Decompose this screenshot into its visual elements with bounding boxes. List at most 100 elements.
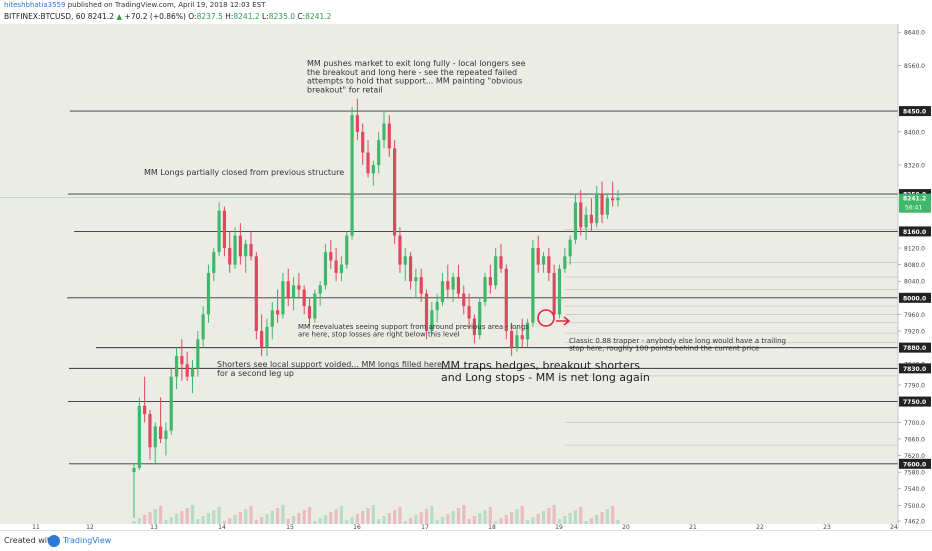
price-chart[interactable]: MM pushes market to exit long fully - lo…: [0, 24, 932, 531]
candle-body: [137, 405, 141, 468]
candle-body: [547, 256, 551, 273]
level-badge-label: 8450.0: [903, 109, 926, 116]
candle-body: [611, 198, 615, 201]
candle-body: [249, 243, 253, 257]
level-badge: [899, 292, 931, 303]
volume-bar: [307, 507, 312, 524]
annotation-mm-traps: MM traps hedges, breakout shorters and Lo…: [441, 359, 650, 384]
candle-body: [297, 285, 301, 290]
level-badge-label: 7830.0: [903, 366, 926, 373]
volume-bar: [393, 510, 397, 524]
current-price-badge: [899, 193, 931, 213]
volume-bar: [148, 512, 152, 524]
volume-bar: [164, 520, 168, 524]
volume-bar: [611, 506, 615, 524]
chart-area[interactable]: MM pushes market to exit long fully - lo…: [0, 24, 932, 531]
volume-bar: [557, 519, 562, 524]
volume-bar: [424, 509, 429, 524]
volume-bar: [265, 514, 269, 524]
candle-body: [318, 285, 322, 294]
chart-header: hiteshbhatia3559 published on TradingVie…: [0, 0, 932, 24]
volume-bar: [595, 515, 599, 524]
candle-body: [589, 214, 594, 224]
volume-bar: [174, 514, 179, 524]
y-tick-label: 7462.0: [904, 519, 925, 526]
volume-bars: [132, 505, 620, 524]
annotation-partial-close: MM Longs partially closed from previous …: [144, 168, 344, 177]
candle-body: [185, 364, 189, 377]
level-badge: [899, 458, 931, 469]
volume-bar: [339, 506, 344, 524]
volume-bar: [377, 519, 381, 524]
candle-body: [350, 115, 354, 236]
candle-body: [291, 285, 296, 298]
countdown-label: 56:41: [905, 205, 922, 212]
volume-bar: [520, 506, 524, 524]
volume-bar: [467, 519, 471, 524]
volume-bar: [217, 507, 221, 524]
candle-body: [568, 239, 572, 257]
y-tick-label: 7500.0: [904, 503, 925, 510]
low-value: 8235.0: [268, 12, 296, 21]
candle-body: [339, 264, 344, 273]
volume-bar: [132, 521, 136, 524]
volume-bar: [323, 515, 328, 524]
x-tick-label: 24: [890, 524, 898, 530]
current-price-label: 8241.2: [903, 196, 926, 203]
volume-bar: [446, 514, 450, 524]
volume-bar: [201, 516, 205, 524]
candle-body: [462, 293, 466, 307]
x-tick-label: 23: [823, 524, 831, 530]
volume-bar: [456, 508, 461, 524]
candle-body: [169, 376, 173, 431]
level-badge: [899, 363, 931, 374]
candle-body: [579, 202, 583, 228]
candle-body: [552, 272, 556, 315]
price-axis: 8640.0 8560.0 8400.0 8320.0 8120.0 8080.0 8040…: [897, 24, 932, 530]
candle-body: [222, 210, 227, 249]
volume-bar: [483, 510, 487, 524]
candle-body: [424, 293, 429, 332]
candle-body: [270, 310, 274, 327]
volume-bar: [600, 512, 604, 524]
tradingview-logo-icon: [48, 535, 60, 547]
symbol-info: BITFINEX:BTCUSD, 60 8241.2 ▲ +70.2 (+0.8…: [4, 12, 331, 21]
candle-body: [329, 252, 333, 261]
x-tick-label: 13: [150, 524, 158, 530]
volume-bar: [270, 511, 274, 524]
candle-body: [531, 248, 535, 323]
candle-body: [472, 318, 476, 336]
candle-body: [153, 426, 157, 448]
volume-bar: [382, 516, 386, 524]
volume-bar: [158, 506, 163, 524]
x-tick-label: 14: [218, 524, 226, 530]
volume-bar: [568, 513, 572, 524]
candle-body: [408, 256, 413, 282]
annotation-classic-trapper: Classic 0.88 trapper - anybody else long…: [569, 337, 786, 353]
y-tick-label: 7580.0: [904, 470, 925, 477]
candle-body: [313, 293, 317, 319]
volume-bar: [153, 509, 157, 524]
volume-bar: [478, 513, 482, 524]
y-tick-label: 7920.0: [904, 329, 925, 336]
tradingview-brand[interactable]: TradingView: [63, 536, 112, 545]
x-tick-label: 18: [488, 524, 496, 530]
level-badge: [899, 396, 931, 407]
candle-body: [504, 268, 508, 332]
volume-bar: [318, 518, 322, 524]
volume-bar: [589, 518, 594, 524]
x-tick-label: 12: [86, 524, 94, 530]
volume-bar: [180, 511, 184, 524]
candle-body: [403, 256, 407, 265]
candle-body: [371, 165, 375, 174]
volume-bar: [361, 511, 365, 524]
high-label: H:: [225, 12, 234, 21]
candle-body: [435, 301, 439, 311]
y-tick-label: 8080.0: [904, 262, 925, 269]
volume-bar: [233, 515, 237, 524]
y-tick-label: 8120.0: [904, 246, 925, 253]
volume-bar: [196, 519, 200, 524]
candle-body: [361, 131, 365, 153]
volume-bar: [387, 513, 391, 524]
author-link[interactable]: hiteshbhatia3559: [4, 1, 66, 9]
